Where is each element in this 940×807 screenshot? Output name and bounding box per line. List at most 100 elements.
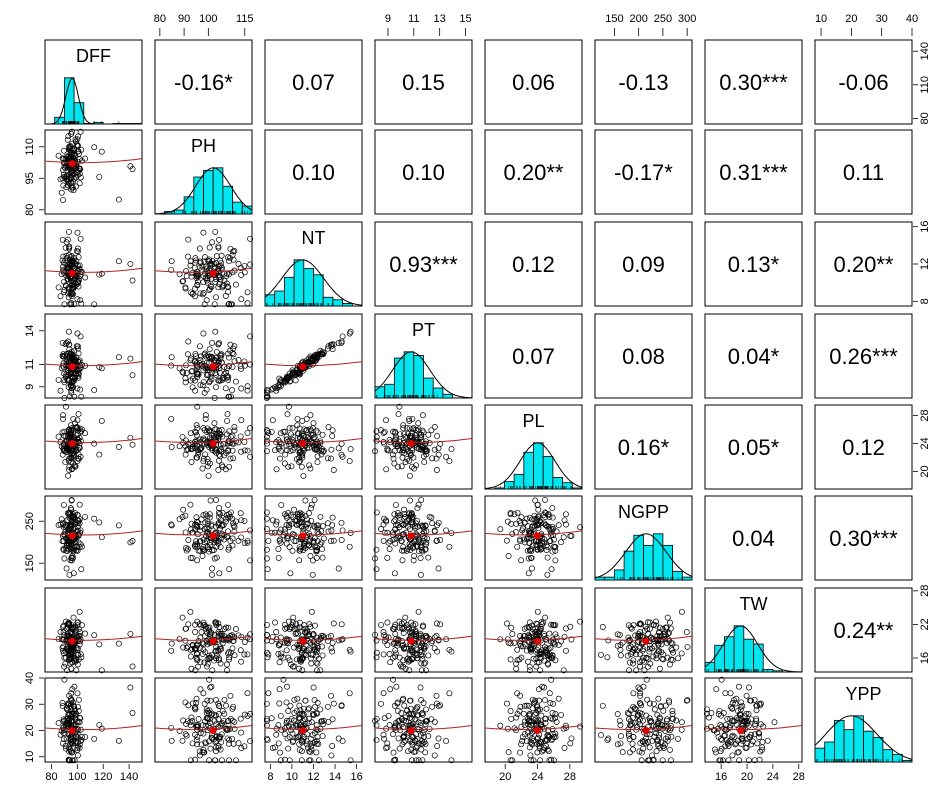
scatter-point	[292, 631, 299, 637]
panel-frame	[594, 129, 693, 215]
scatter-point	[199, 651, 206, 657]
scatter-point	[524, 547, 531, 554]
scatter-point	[533, 663, 540, 670]
scatter-point	[305, 632, 312, 639]
scatter-point	[180, 717, 187, 724]
scatter-point	[194, 403, 201, 410]
scatter-point	[91, 440, 98, 447]
scatter-point	[315, 522, 322, 529]
scatter-point	[229, 252, 236, 258]
panel-PL-NT	[263, 403, 363, 490]
scatter-point	[448, 446, 455, 453]
scatter-point	[286, 733, 293, 740]
histogram-bar	[523, 451, 534, 490]
scatter-point	[192, 756, 199, 763]
scatter-point	[184, 253, 191, 260]
scatter-point	[678, 719, 685, 726]
scatter-point	[527, 527, 534, 534]
scatter-point	[655, 743, 662, 749]
scatter-point	[129, 710, 136, 716]
scatter-point	[406, 457, 413, 464]
scatter-point	[194, 438, 201, 445]
scatter-point	[192, 438, 199, 445]
scatter-point	[288, 624, 295, 631]
scatter-point	[296, 547, 303, 554]
scatter-point	[247, 738, 254, 745]
scatter-point	[300, 472, 307, 479]
scatter-point	[550, 622, 557, 629]
panel-NT-NGPP: 0.09	[594, 221, 693, 307]
scatter-point	[296, 642, 303, 649]
scatter-point	[398, 624, 405, 631]
scatter-point	[402, 714, 409, 721]
scatter-point	[192, 667, 199, 674]
scatter-point	[218, 757, 225, 764]
scatter-point	[277, 526, 284, 533]
scatter-point	[68, 389, 75, 396]
scatter-point	[115, 737, 122, 744]
scatter-point	[753, 717, 760, 724]
scatter-point	[378, 621, 384, 628]
scatter-point	[216, 430, 223, 437]
scatter-point	[318, 448, 325, 454]
scatter-point	[646, 645, 653, 652]
scatter-point	[198, 741, 205, 748]
scatter-point	[209, 565, 216, 572]
scatter-point	[391, 624, 398, 630]
scatter-point	[183, 370, 190, 376]
scatter-point	[524, 716, 531, 723]
panel-PT-PL: 0.07	[484, 313, 583, 399]
scatter-point	[238, 385, 245, 392]
smooth-line	[704, 725, 803, 731]
scatter-point	[286, 370, 293, 377]
scatter-point	[537, 651, 544, 658]
scatter-point	[60, 196, 66, 203]
scatter-point	[330, 620, 337, 627]
mean-point	[209, 440, 217, 447]
scatter-point	[683, 629, 690, 636]
scatter-point	[187, 653, 194, 660]
scatter-point	[643, 655, 650, 662]
scatter-point	[409, 430, 416, 437]
scatter-point	[129, 441, 136, 448]
scatter-point	[531, 523, 538, 530]
scatter-point	[291, 710, 298, 716]
scatter-point	[639, 647, 646, 654]
scatter-point	[549, 505, 556, 512]
scatter-point	[98, 148, 105, 155]
scatter-point	[669, 711, 676, 717]
scatter-point	[68, 629, 75, 636]
scatter-point	[224, 411, 231, 418]
scatter-point	[238, 271, 245, 278]
scatter-point	[70, 460, 77, 467]
scatter-point	[195, 638, 202, 645]
scatter-point	[732, 741, 739, 748]
panel-PT-PT: PT	[374, 313, 473, 399]
scatter-point	[420, 643, 427, 650]
scatter-point	[223, 702, 230, 709]
scatter-point	[373, 546, 380, 553]
scatter-point	[66, 284, 73, 291]
scatter-point	[57, 293, 64, 300]
scatter-point	[231, 523, 238, 530]
scatter-point	[663, 624, 670, 631]
scatter-point	[225, 373, 232, 380]
scatter-point	[129, 538, 136, 544]
scatter-point	[317, 350, 324, 357]
scatter-point	[534, 659, 541, 666]
scatter-point	[635, 711, 642, 718]
scatter-point	[194, 541, 201, 548]
scatter-point	[206, 738, 213, 745]
scatter-point	[208, 711, 215, 718]
scatter-point	[66, 711, 73, 718]
scatter-point	[653, 748, 660, 755]
scatter-point	[268, 428, 275, 435]
scatter-point	[197, 659, 204, 666]
scatter-point	[407, 432, 414, 439]
scatter-point	[410, 622, 417, 629]
scatter-point	[168, 724, 175, 731]
scatter-point	[401, 510, 408, 517]
panel-NGPP-YPP: 0.30***	[814, 495, 913, 581]
scatter-point	[523, 647, 530, 654]
scatter-point	[385, 539, 392, 546]
